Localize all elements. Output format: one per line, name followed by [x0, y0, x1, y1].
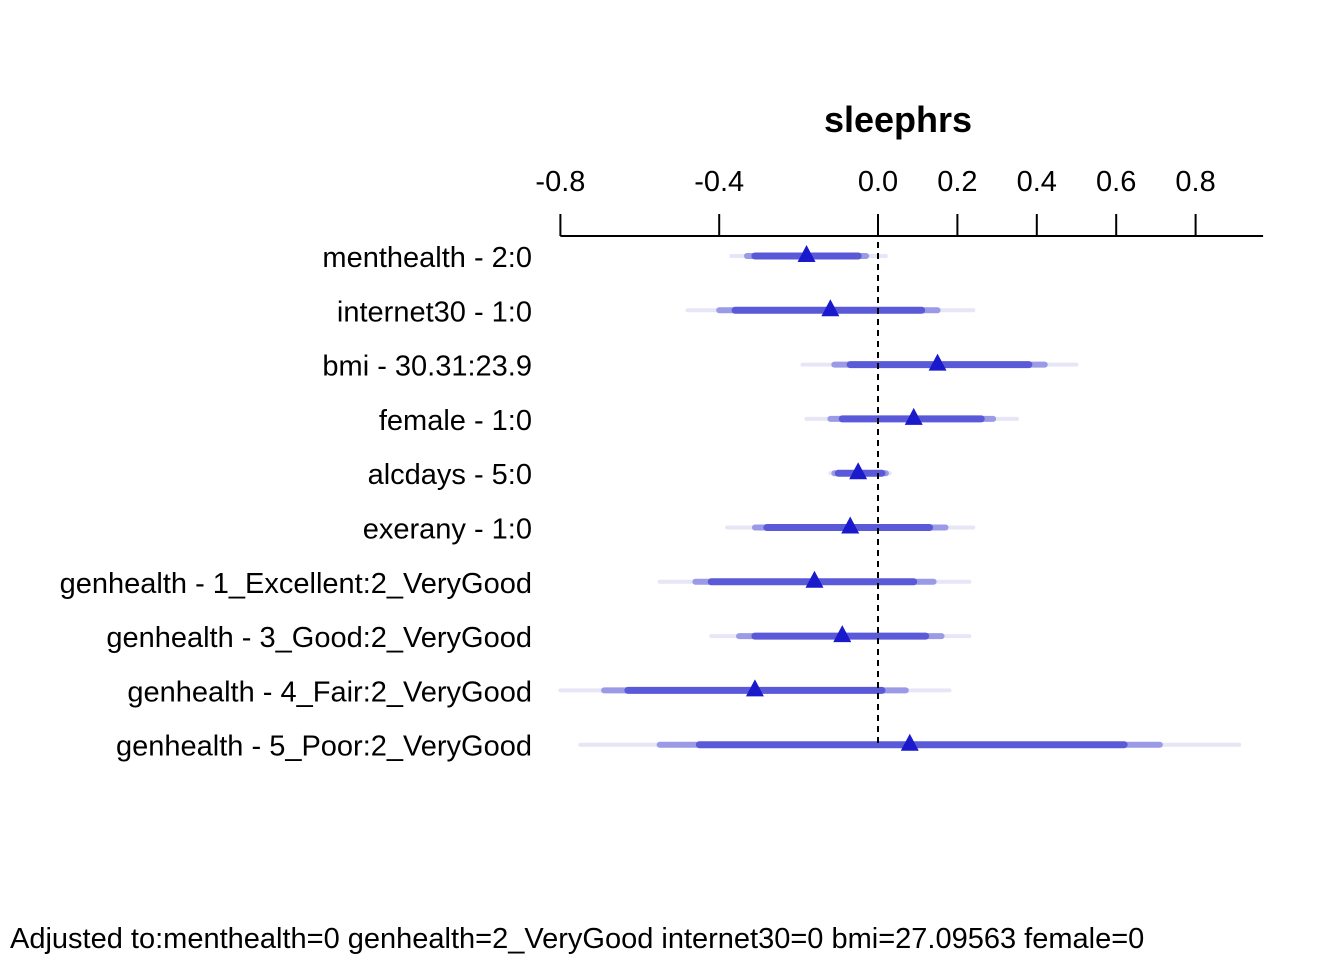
row-label: menthealth - 2:0: [322, 242, 532, 274]
estimate-row: alcdays - 5:0: [368, 459, 892, 491]
x-tick-label: 0.0: [858, 166, 898, 198]
x-tick-label: -0.8: [535, 166, 585, 198]
row-label: female - 1:0: [379, 405, 532, 437]
row-label: genhealth - 3_Good:2_VeryGood: [106, 622, 532, 654]
x-tick-label: 0.6: [1096, 166, 1136, 198]
x-tick-label: 0.4: [1017, 166, 1057, 198]
point-estimate-marker: [745, 679, 764, 697]
point-estimate-marker: [900, 733, 919, 751]
point-estimate-marker: [904, 407, 923, 425]
x-tick-label: 0.8: [1175, 166, 1215, 198]
estimate-row: exerany - 1:0: [363, 514, 976, 546]
row-label: bmi - 30.31:23.9: [322, 351, 532, 383]
estimate-row: female - 1:0: [379, 405, 1019, 437]
estimate-row: bmi - 30.31:23.9: [322, 351, 1079, 383]
point-estimate-marker: [849, 462, 868, 480]
point-estimate-marker: [928, 353, 947, 371]
x-tick-label: -0.4: [694, 166, 744, 198]
estimate-row: menthealth - 2:0: [322, 242, 888, 274]
point-estimate-marker: [841, 516, 860, 534]
row-label: exerany - 1:0: [363, 514, 532, 546]
estimate-row: genhealth - 1_Excellent:2_VeryGood: [60, 568, 972, 600]
estimate-row: genhealth - 4_Fair:2_VeryGood: [127, 676, 952, 708]
x-tick-label: 0.2: [937, 166, 977, 198]
row-label: internet30 - 1:0: [337, 296, 532, 328]
point-estimate-marker: [821, 299, 840, 317]
x-axis: -0.8 -0.4 0.0 0.2 0.4 0.6 0.8: [535, 166, 1264, 237]
row-label: alcdays - 5:0: [368, 459, 532, 491]
adjustment-footnote: Adjusted to:menthealth=0 genhealth=2_Ver…: [10, 923, 1144, 955]
row-label: genhealth - 1_Excellent:2_VeryGood: [60, 568, 532, 600]
point-estimate-marker: [797, 245, 816, 262]
point-estimate-marker: [805, 570, 824, 588]
estimate-row: internet30 - 1:0: [337, 296, 976, 328]
row-label: genhealth - 4_Fair:2_VeryGood: [127, 676, 532, 708]
estimate-rows: menthealth - 2:0 internet30 - 1:0 bmi - 30…: [60, 242, 1242, 763]
row-label: genhealth - 5_Poor:2_VeryGood: [116, 731, 532, 763]
point-estimate-marker: [833, 625, 852, 643]
estimate-row: genhealth - 3_Good:2_VeryGood: [106, 622, 972, 654]
chart-title: sleephrs: [824, 99, 972, 140]
estimate-row: genhealth - 5_Poor:2_VeryGood: [116, 731, 1242, 763]
